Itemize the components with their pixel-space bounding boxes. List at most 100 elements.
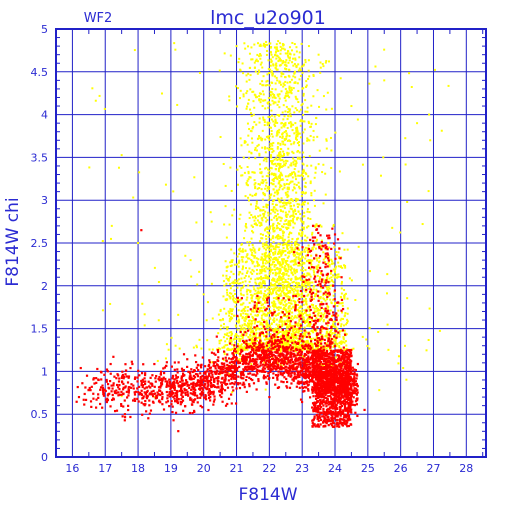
yellow-point	[247, 275, 250, 278]
red-point	[352, 389, 356, 392]
yellow-point	[340, 292, 343, 295]
yellow-point	[210, 220, 213, 223]
yellow-point	[303, 185, 306, 188]
yellow-point	[290, 88, 293, 91]
yellow-point	[273, 337, 276, 340]
yellow-point	[310, 122, 313, 125]
yellow-point	[281, 323, 284, 326]
yellow-point	[232, 282, 235, 285]
yellow-point	[284, 330, 287, 333]
yellow-point	[303, 128, 306, 131]
red-point	[276, 374, 279, 377]
red-point	[159, 401, 162, 404]
red-point	[199, 372, 202, 375]
yellow-point	[278, 335, 281, 338]
red-point	[255, 388, 258, 391]
yellow-point	[276, 48, 279, 51]
yellow-point	[287, 222, 290, 225]
yellow-point	[217, 313, 220, 316]
yellow-point	[268, 277, 271, 280]
yellow-point	[328, 277, 331, 280]
yellow-point	[239, 313, 242, 316]
red-point	[162, 367, 165, 370]
yellow-point	[309, 322, 312, 325]
yellow-point	[344, 312, 347, 315]
yellow-point	[291, 189, 294, 192]
yellow-point	[265, 160, 268, 163]
yellow-point	[288, 309, 291, 312]
red-point	[173, 368, 176, 371]
red-point	[201, 356, 204, 359]
yellow-point	[243, 323, 246, 326]
yellow-point	[251, 268, 254, 271]
red-point	[334, 407, 337, 411]
yellow-point	[254, 185, 257, 188]
yellow-point	[256, 262, 259, 265]
yellow-point	[311, 259, 314, 262]
red-point	[268, 355, 272, 358]
yellow-point	[303, 215, 306, 218]
yellow-point	[343, 341, 346, 344]
yellow-point	[307, 342, 310, 345]
yellow-point	[200, 347, 203, 350]
yellow-point	[225, 334, 228, 337]
yellow-point	[252, 336, 255, 339]
yellow-point	[343, 297, 346, 300]
yellow-point	[272, 224, 275, 227]
yellow-point	[258, 187, 261, 190]
yellow-point	[275, 224, 278, 227]
yellow-point	[275, 286, 278, 289]
yellow-point	[292, 211, 295, 214]
yellow-point	[328, 287, 331, 290]
yellow-point	[327, 289, 330, 292]
yellow-point	[320, 327, 323, 330]
red-point	[168, 392, 171, 396]
yellow-point	[298, 174, 301, 177]
red-point	[173, 384, 176, 388]
yellow-point	[286, 54, 289, 57]
yellow-point	[286, 336, 289, 339]
red-point	[201, 374, 204, 378]
yellow-point	[274, 46, 277, 49]
yellow-point	[279, 153, 282, 156]
red-point	[123, 375, 126, 379]
yellow-point	[283, 320, 286, 323]
yellow-point	[368, 82, 371, 85]
yellow-point	[302, 337, 305, 340]
red-point	[293, 371, 296, 374]
red-point	[287, 370, 290, 373]
yellow-point	[328, 294, 331, 297]
yellow-point	[297, 314, 300, 317]
yellow-point	[256, 336, 259, 339]
yellow-point	[282, 61, 285, 64]
yellow-point	[333, 331, 336, 334]
yellow-point	[262, 214, 265, 217]
red-point	[325, 367, 329, 370]
yellow-point	[325, 347, 328, 350]
yellow-point	[250, 323, 253, 326]
yellow-point	[277, 154, 280, 157]
yellow-point	[297, 281, 300, 284]
yellow-point	[234, 334, 237, 337]
red-point	[216, 359, 219, 362]
red-point	[264, 361, 267, 364]
yellow-point	[291, 214, 294, 217]
yellow-point	[346, 321, 349, 324]
yellow-point	[269, 326, 272, 329]
yellow-point	[284, 95, 287, 98]
red-point	[97, 393, 100, 396]
yellow-point	[300, 326, 303, 329]
yellow-point	[294, 57, 297, 60]
yellow-point	[258, 92, 261, 95]
yellow-point	[278, 216, 281, 219]
yellow-point	[262, 42, 265, 45]
yellow-point	[270, 182, 273, 185]
yellow-point	[296, 109, 299, 112]
red-point	[279, 325, 282, 329]
red-point	[219, 370, 222, 373]
yellow-point	[255, 192, 258, 195]
yellow-point	[338, 333, 341, 336]
yellow-point	[322, 258, 325, 261]
yellow-point	[264, 210, 267, 213]
yellow-point	[300, 119, 303, 122]
